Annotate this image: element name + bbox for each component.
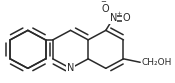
Text: N: N — [110, 13, 117, 23]
Text: CH₂OH: CH₂OH — [141, 58, 172, 67]
Text: O: O — [102, 4, 110, 14]
Text: O: O — [122, 13, 130, 23]
Text: N: N — [67, 63, 74, 73]
Text: −: − — [100, 0, 106, 5]
Text: +: + — [117, 11, 122, 16]
